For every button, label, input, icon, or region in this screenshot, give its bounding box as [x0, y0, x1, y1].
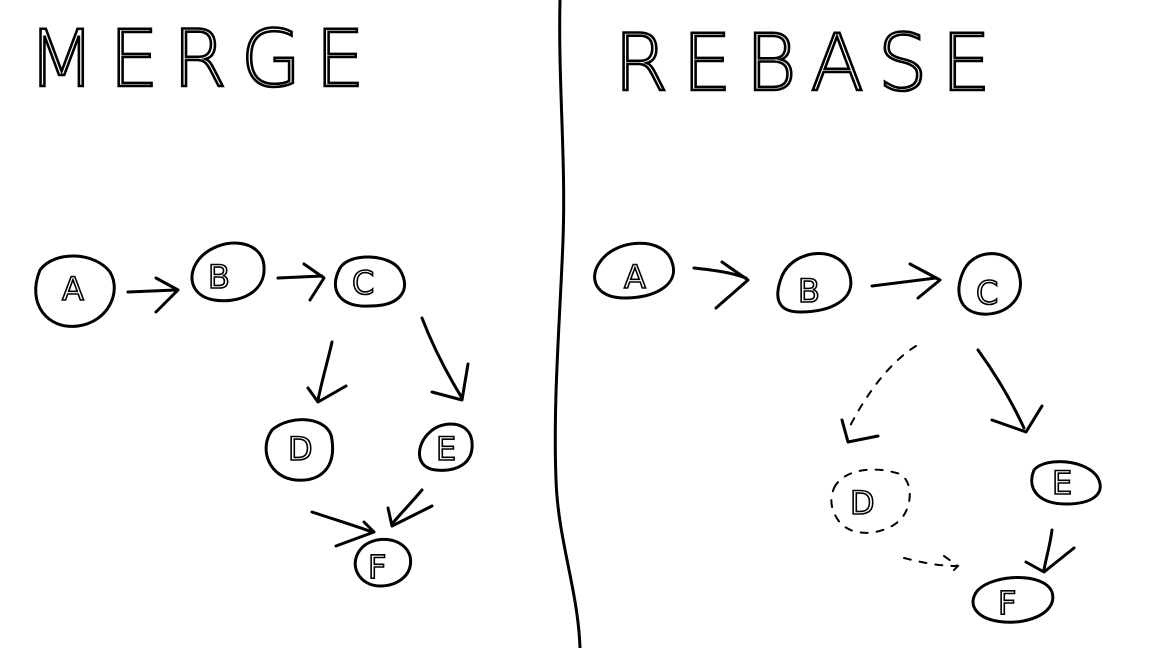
merge-arrow-d-f — [310, 510, 376, 548]
rebase-arrow-d-f-dashed — [903, 555, 960, 577]
merge-arrow-b-c — [276, 262, 326, 302]
rebase-node-c: C — [957, 252, 1022, 316]
rebase-node-d-label: D — [850, 484, 875, 522]
rebase-node-a: A — [593, 241, 675, 300]
merge-node-d-label: D — [288, 430, 313, 468]
rebase-node-b: B — [776, 252, 853, 314]
merge-node-d: D — [264, 418, 335, 482]
rebase-node-e-label: E — [1052, 464, 1072, 502]
merge-node-e-label: E — [436, 430, 456, 468]
merge-node-c: C — [333, 255, 407, 308]
rebase-node-d: D — [830, 468, 911, 534]
merge-node-b: B — [190, 241, 266, 303]
rebase-node-e: E — [1030, 460, 1102, 506]
rebase-arrow-e-f — [1024, 528, 1076, 574]
rebase-arrow-b-c — [870, 262, 942, 300]
merge-node-a: A — [34, 254, 116, 328]
rebase-node-a-label: A — [624, 258, 646, 296]
merge-arrow-c-e — [420, 316, 470, 402]
rebase-node-c-label: C — [976, 274, 998, 312]
divider-line — [553, 0, 582, 648]
merge-node-f: F — [353, 537, 413, 588]
rebase-arrow-c-d-dashed — [840, 345, 917, 444]
merge-arrow-a-b — [126, 276, 180, 314]
rebase-node-b-label: B — [798, 272, 820, 310]
merge-node-b-label: B — [208, 258, 230, 296]
rebase-node-f: F — [971, 576, 1055, 624]
rebase-arrow-a-b — [692, 260, 750, 310]
rebase-node-f-label: F — [998, 584, 1016, 622]
merge-node-c-label: C — [352, 264, 374, 302]
merge-arrow-c-d — [306, 340, 348, 404]
rebase-arrow-c-e — [976, 348, 1044, 434]
merge-title: MERGE — [28, 15, 379, 105]
merge-node-e: E — [418, 422, 474, 472]
merge-arrow-e-f — [386, 488, 434, 528]
merge-node-f-label: F — [368, 548, 386, 586]
merge-node-a-label: A — [62, 270, 84, 308]
rebase-title: REBASE — [614, 19, 1005, 109]
